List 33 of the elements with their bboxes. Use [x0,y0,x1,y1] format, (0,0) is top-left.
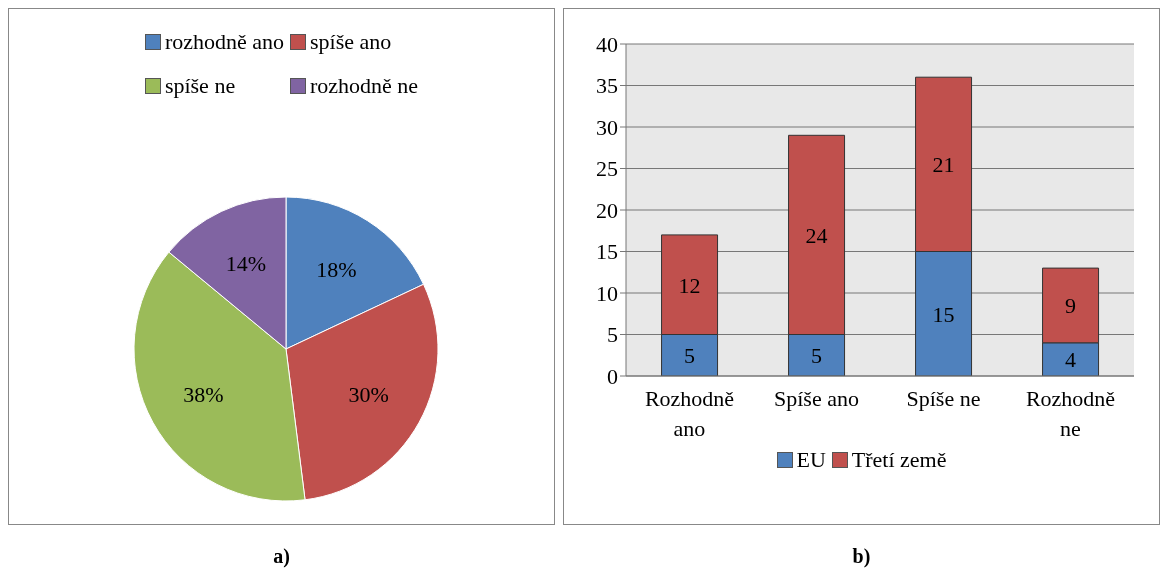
y-tick-label: 20 [596,197,618,223]
text: a) [272,545,291,568]
y-tick-label: 5 [607,322,618,348]
data-label: 5 [811,343,823,369]
data-label: 12 [678,272,701,298]
legend-label: spíše ano [310,29,392,55]
y-tick-label: 15 [596,239,618,265]
legend-label: rozhodně ne [310,73,419,99]
x-tick-label: Spíše ne [906,386,981,411]
data-label: 30% [348,381,389,407]
legend-label: spíše ne [164,73,236,99]
y-tick-label: 25 [596,156,618,182]
y-tick-label: 30 [596,114,618,140]
y-tick-label: 35 [596,73,618,99]
data-label: 21 [932,152,955,178]
data-label: 5 [684,343,696,369]
data-label: 38% [183,381,224,407]
text: b) [851,545,872,568]
data-label: 14% [225,251,267,277]
x-tick-label: Rozhodně ano [644,386,735,441]
legend-label: EU [796,447,826,473]
data-label: 24 [805,222,828,248]
data-label: 9 [1065,293,1077,319]
x-tick-label: Spíše ano [774,386,859,411]
legend-label: Třetí země [851,447,947,473]
data-label: 15 [932,301,955,327]
y-tick-label: 0 [607,363,618,389]
data-label: 4 [1065,347,1077,373]
y-tick-label: 40 [596,31,618,57]
y-tick-label: 10 [596,280,618,306]
legend-label: rozhodně ano [164,29,284,55]
data-label: 18% [316,256,357,282]
x-tick-label: Rozhodně ne [1025,386,1116,441]
